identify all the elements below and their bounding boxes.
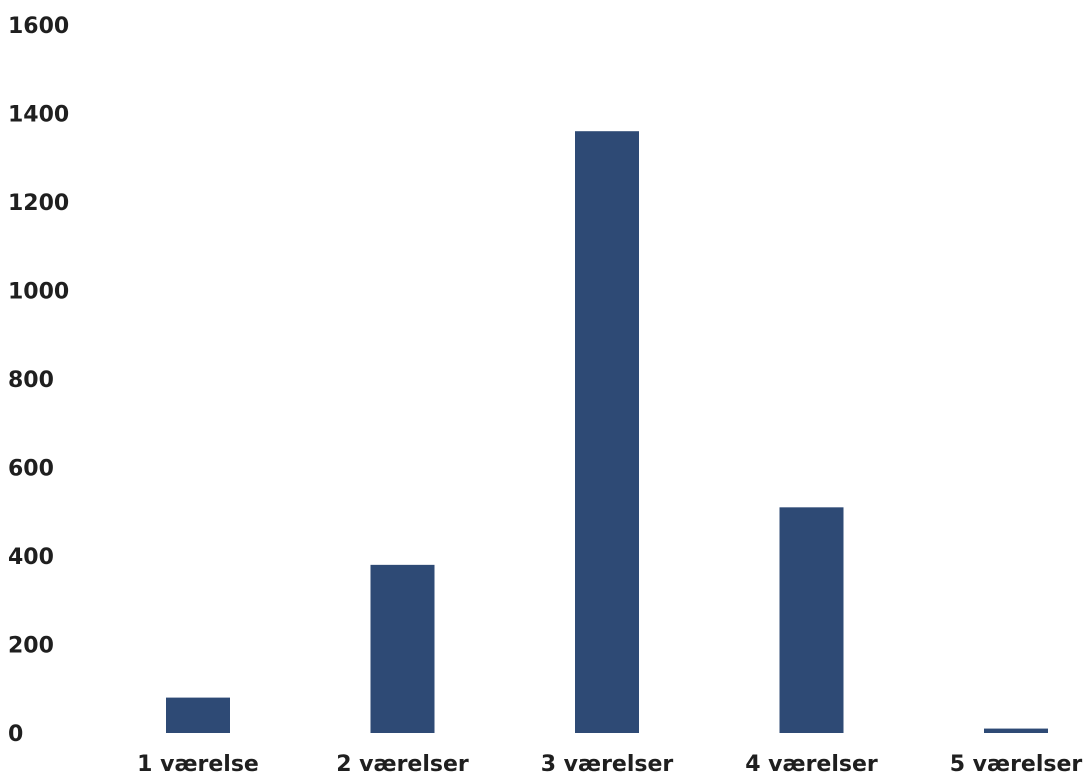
- y-axis: 0 200 400 600 800 1000 1200 1400 1600: [8, 14, 69, 747]
- x-tick-label: 5 værelser: [950, 752, 1083, 775]
- bar: [984, 728, 1048, 733]
- bars: [166, 131, 1048, 733]
- x-tick-label: 1 værelse: [137, 752, 259, 775]
- x-tick-label: 4 værelser: [745, 752, 878, 775]
- y-tick-label: 600: [8, 457, 54, 482]
- bar: [370, 564, 435, 733]
- y-tick-label: 1600: [8, 14, 69, 39]
- x-tick-label: 2 værelser: [336, 752, 469, 775]
- y-tick-label: 1000: [8, 280, 69, 305]
- bar: [575, 131, 639, 733]
- y-tick-label: 400: [8, 545, 54, 570]
- y-tick-label: 1400: [8, 103, 69, 128]
- y-tick-label: 1200: [8, 191, 69, 216]
- y-tick-label: 800: [8, 368, 54, 393]
- x-axis: 1 værelse 2 værelser 3 værelser 4 værelser 5…: [137, 752, 1082, 775]
- x-tick-label: 3 værelser: [541, 752, 674, 775]
- y-tick-label: 200: [8, 634, 54, 659]
- bar: [166, 697, 230, 733]
- bar: [779, 507, 844, 733]
- y-tick-label: 0: [8, 722, 23, 747]
